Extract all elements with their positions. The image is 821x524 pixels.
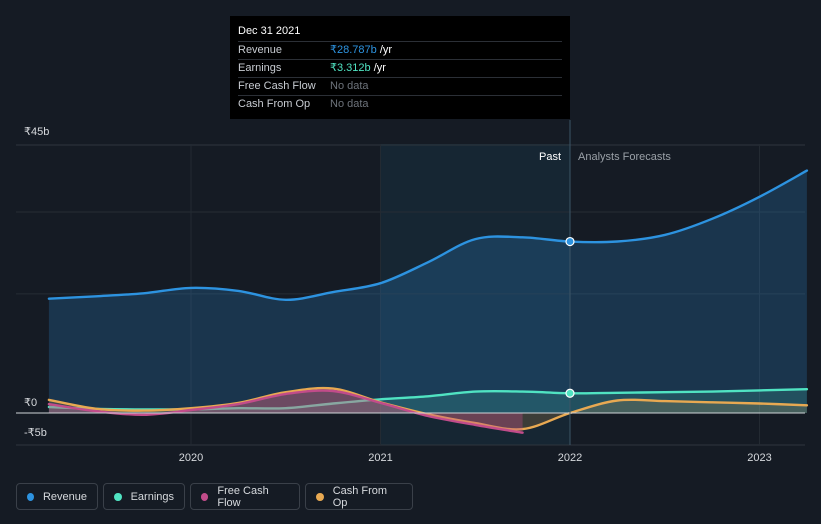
marker-earnings <box>565 388 575 398</box>
tooltip: Dec 31 2021 Revenue ₹28.787b /yr Earning… <box>230 16 570 119</box>
series-line-cash-from-op <box>47 386 809 431</box>
tooltip-row-earnings: Earnings ₹3.312b /yr <box>238 59 562 77</box>
legend-item-earnings[interactable]: Earnings <box>103 483 185 510</box>
tooltip-unit: /yr <box>376 44 393 56</box>
series-line-revenue <box>47 169 809 302</box>
forecast-label: Analysts Forecasts <box>578 151 671 163</box>
series-area-earnings <box>48 389 807 413</box>
tooltip-unit: /yr <box>370 62 386 74</box>
tooltip-value: ₹3.312b <box>330 62 371 74</box>
marker-revenue <box>565 236 575 247</box>
x-tick-label: 2021 <box>368 452 392 464</box>
legend-item-revenue[interactable]: Revenue <box>16 483 98 510</box>
tooltip-row-revenue: Revenue ₹28.787b /yr <box>238 41 562 59</box>
tooltip-label: Earnings <box>238 62 282 74</box>
legend-dot-icon <box>201 492 209 501</box>
tooltip-row-free-cash-flow: Free Cash Flow No data <box>238 77 562 95</box>
tooltip-row-cash-from-op: Cash From Op No data <box>238 95 562 113</box>
legend-dot-icon <box>27 492 34 501</box>
tooltip-value: ₹28.787b <box>330 44 377 56</box>
legend-label: Cash From Op <box>332 484 388 509</box>
y-tick-label: ₹0 <box>24 397 37 409</box>
series-line-free-cash-flow <box>47 389 524 434</box>
legend-label: Earnings <box>130 490 174 503</box>
tooltip-date: Dec 31 2021 <box>238 25 301 37</box>
tooltip-value: No data <box>330 80 369 92</box>
y-tick-label: ₹45b <box>24 126 49 138</box>
legend-item-free-cash-flow[interactable]: Free Cash Flow <box>190 483 300 510</box>
legend-dot-icon <box>316 492 324 501</box>
x-tick-label: 2020 <box>179 452 203 464</box>
tooltip-label: Cash From Op <box>238 98 311 110</box>
legend-label: Free Cash Flow <box>217 484 269 509</box>
series-area-revenue <box>48 170 807 413</box>
tooltip-label: Free Cash Flow <box>238 80 316 92</box>
y-tick-label: -₹5b <box>24 427 47 439</box>
legend-label: Revenue <box>42 490 87 503</box>
legend-dot-icon <box>114 492 122 501</box>
series-area-free-cash-flow <box>48 390 523 433</box>
past-highlight-region <box>380 144 570 445</box>
past-label: Past <box>539 151 561 163</box>
legend-item-cash-from-op[interactable]: Cash From Op <box>305 483 413 510</box>
tooltip-value: No data <box>330 98 369 110</box>
x-tick-label: 2022 <box>558 452 582 464</box>
legend: Revenue Earnings Free Cash Flow Cash Fro… <box>16 483 413 510</box>
x-tick-label: 2023 <box>747 452 771 464</box>
tooltip-label: Revenue <box>238 44 283 56</box>
